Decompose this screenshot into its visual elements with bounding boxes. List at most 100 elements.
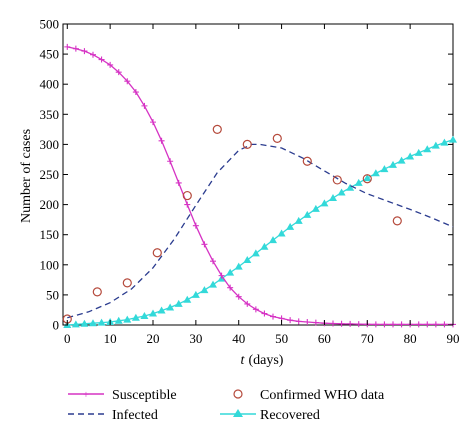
susceptible-marker [441,321,448,328]
y-tick-label: 500 [40,17,60,32]
who-data-point [392,216,402,226]
recovered-marker [157,306,166,314]
susceptible-marker [415,321,422,328]
y-tick-label: 200 [40,197,60,212]
legend-susceptible-marker: + [83,389,89,401]
recovered-marker [226,268,235,276]
legend-who-data-label: Confirmed WHO data [260,388,385,403]
who-data-point [332,175,342,185]
susceptible-marker [90,51,96,58]
y-tick-label: 250 [40,167,60,182]
susceptible-marker [201,241,208,248]
recovered-marker [303,210,312,218]
x-tick-label: 50 [275,331,288,346]
y-tick-label: 100 [40,257,60,272]
axis-ticks: 0 10 20 30 40 50 60 70 80 90 0 50 100 150 200 250 300 350… [40,17,460,347]
susceptible-marker [390,321,396,328]
recovered-marker [260,242,269,250]
susceptible-marker [398,321,405,328]
recovered-marker [131,313,140,321]
legend-item-who-data: Confirmed WHO data [233,388,385,403]
susceptible-marker [235,293,242,300]
recovered-marker [80,319,89,327]
recovered-marker [191,290,200,298]
recovered-marker [234,262,243,270]
who-data-point [242,139,252,149]
recovered-marker [389,160,397,168]
who-data-point [152,248,162,258]
susceptible-marker [424,321,431,328]
susceptible-marker [184,201,191,208]
recovered-marker [286,222,295,230]
recovered-marker [209,280,217,288]
y-tick-label: 150 [40,227,60,242]
susceptible-marker [141,102,148,109]
x-tick-label: 70 [361,331,374,346]
susceptible-marker [210,258,216,265]
susceptible-marker [252,306,259,313]
recovered-marker [166,303,175,311]
legend-item-susceptible: + Susceptible [68,388,177,403]
susceptible-marker [381,321,388,328]
susceptible-marker [107,61,114,68]
susceptible-marker [270,313,276,320]
susceptible-marker [372,321,379,328]
susceptible-marker [132,89,139,96]
susceptible-marker [330,320,336,327]
recovered-marker [269,236,277,244]
susceptible-marker [81,48,88,55]
recovered-marker [320,199,329,207]
legend-item-recovered: Recovered [220,408,320,423]
recovered-marker [414,148,423,156]
y-tick-label: 300 [40,137,60,152]
x-tick-label: 80 [404,331,417,346]
recovered-marker [440,138,449,146]
susceptible-marker [192,222,199,229]
x-axis-label-variable: t [241,353,246,368]
series-recovered-line [67,138,454,326]
y-axis-label: Number of cases [19,129,34,223]
plot-content [62,43,457,328]
x-tick-label: 90 [447,331,460,346]
susceptible-marker [64,43,71,50]
recovered-marker [140,311,149,319]
recovered-marker [277,229,286,237]
recovered-marker [354,178,363,186]
susceptible-marker [244,300,251,307]
x-tick-label: 20 [147,331,160,346]
recovered-marker [183,295,192,303]
x-tick-label: 0 [64,331,71,346]
y-tick-label: 0 [53,318,60,333]
who-data-point [362,174,372,184]
susceptible-marker [175,179,182,186]
series-infected-line [67,143,454,319]
x-tick-label: 30 [189,331,202,346]
recovered-marker [406,152,415,160]
x-tick-label: 40 [232,331,245,346]
legend-susceptible-label: Susceptible [112,388,177,403]
y-tick-label: 450 [40,47,60,62]
susceptible-marker [304,318,311,325]
recovered-marker [294,216,303,224]
x-tick-label: 10 [104,331,117,346]
series-susceptible-line [67,46,453,326]
susceptible-marker [347,320,354,327]
susceptible-marker [312,319,319,326]
who-data-point [92,287,102,297]
x-tick-label: 60 [318,331,331,346]
legend-recovered-label: Recovered [260,408,320,423]
who-data-point [182,190,192,201]
recovered-marker [337,188,346,196]
recovered-marker [200,286,209,294]
y-tick-label: 350 [40,107,60,122]
recovered-marker [71,320,80,328]
recovered-marker [423,145,432,153]
recovered-marker [97,318,106,326]
plot-area [62,23,454,326]
recovered-marker [397,156,406,164]
recovered-marker [251,249,260,257]
who-data-point [212,124,222,134]
recovered-marker [311,204,320,212]
recovered-marker [329,193,337,201]
